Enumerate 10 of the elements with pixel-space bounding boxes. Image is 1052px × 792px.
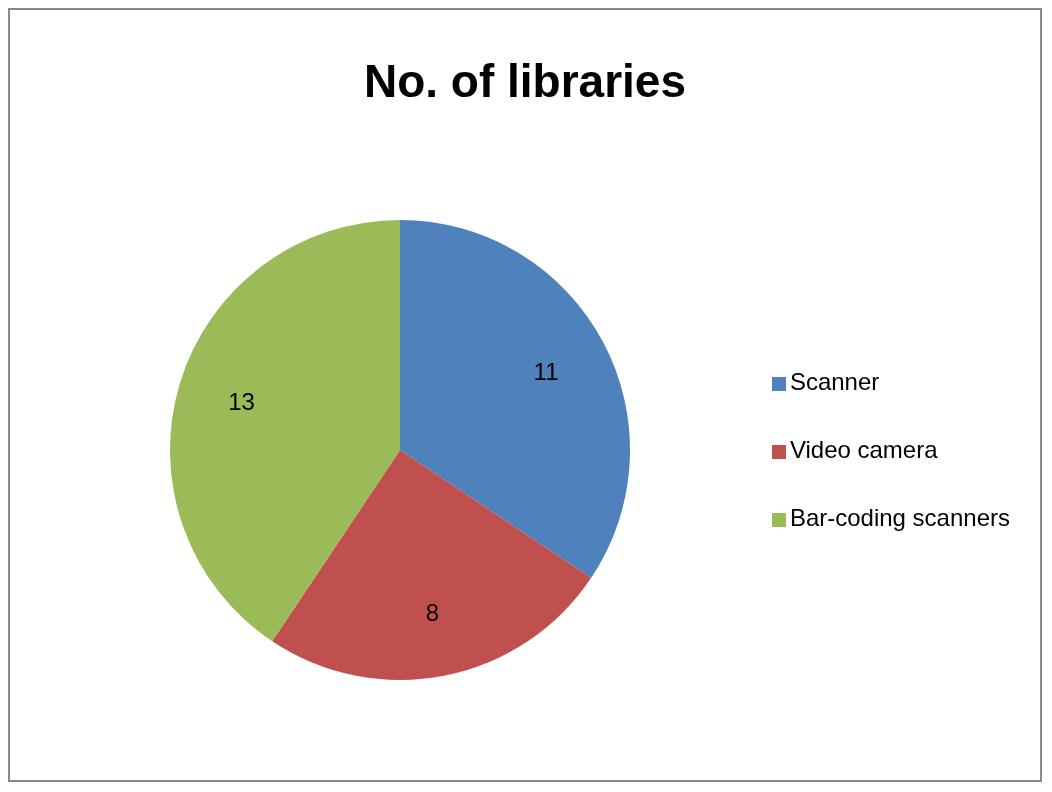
legend-label: Bar-coding scanners (789, 504, 1010, 531)
chart-title: No. of libraries (362, 54, 688, 109)
pie-slice (170, 220, 400, 642)
data-label: 11 (533, 358, 559, 386)
data-label: 8 (425, 598, 439, 626)
legend-label: Video camera (789, 436, 938, 463)
data-label: 13 (228, 388, 255, 416)
legend-label: Scanner (789, 368, 880, 395)
pie-slice (272, 450, 592, 680)
pie-slice (400, 220, 630, 578)
